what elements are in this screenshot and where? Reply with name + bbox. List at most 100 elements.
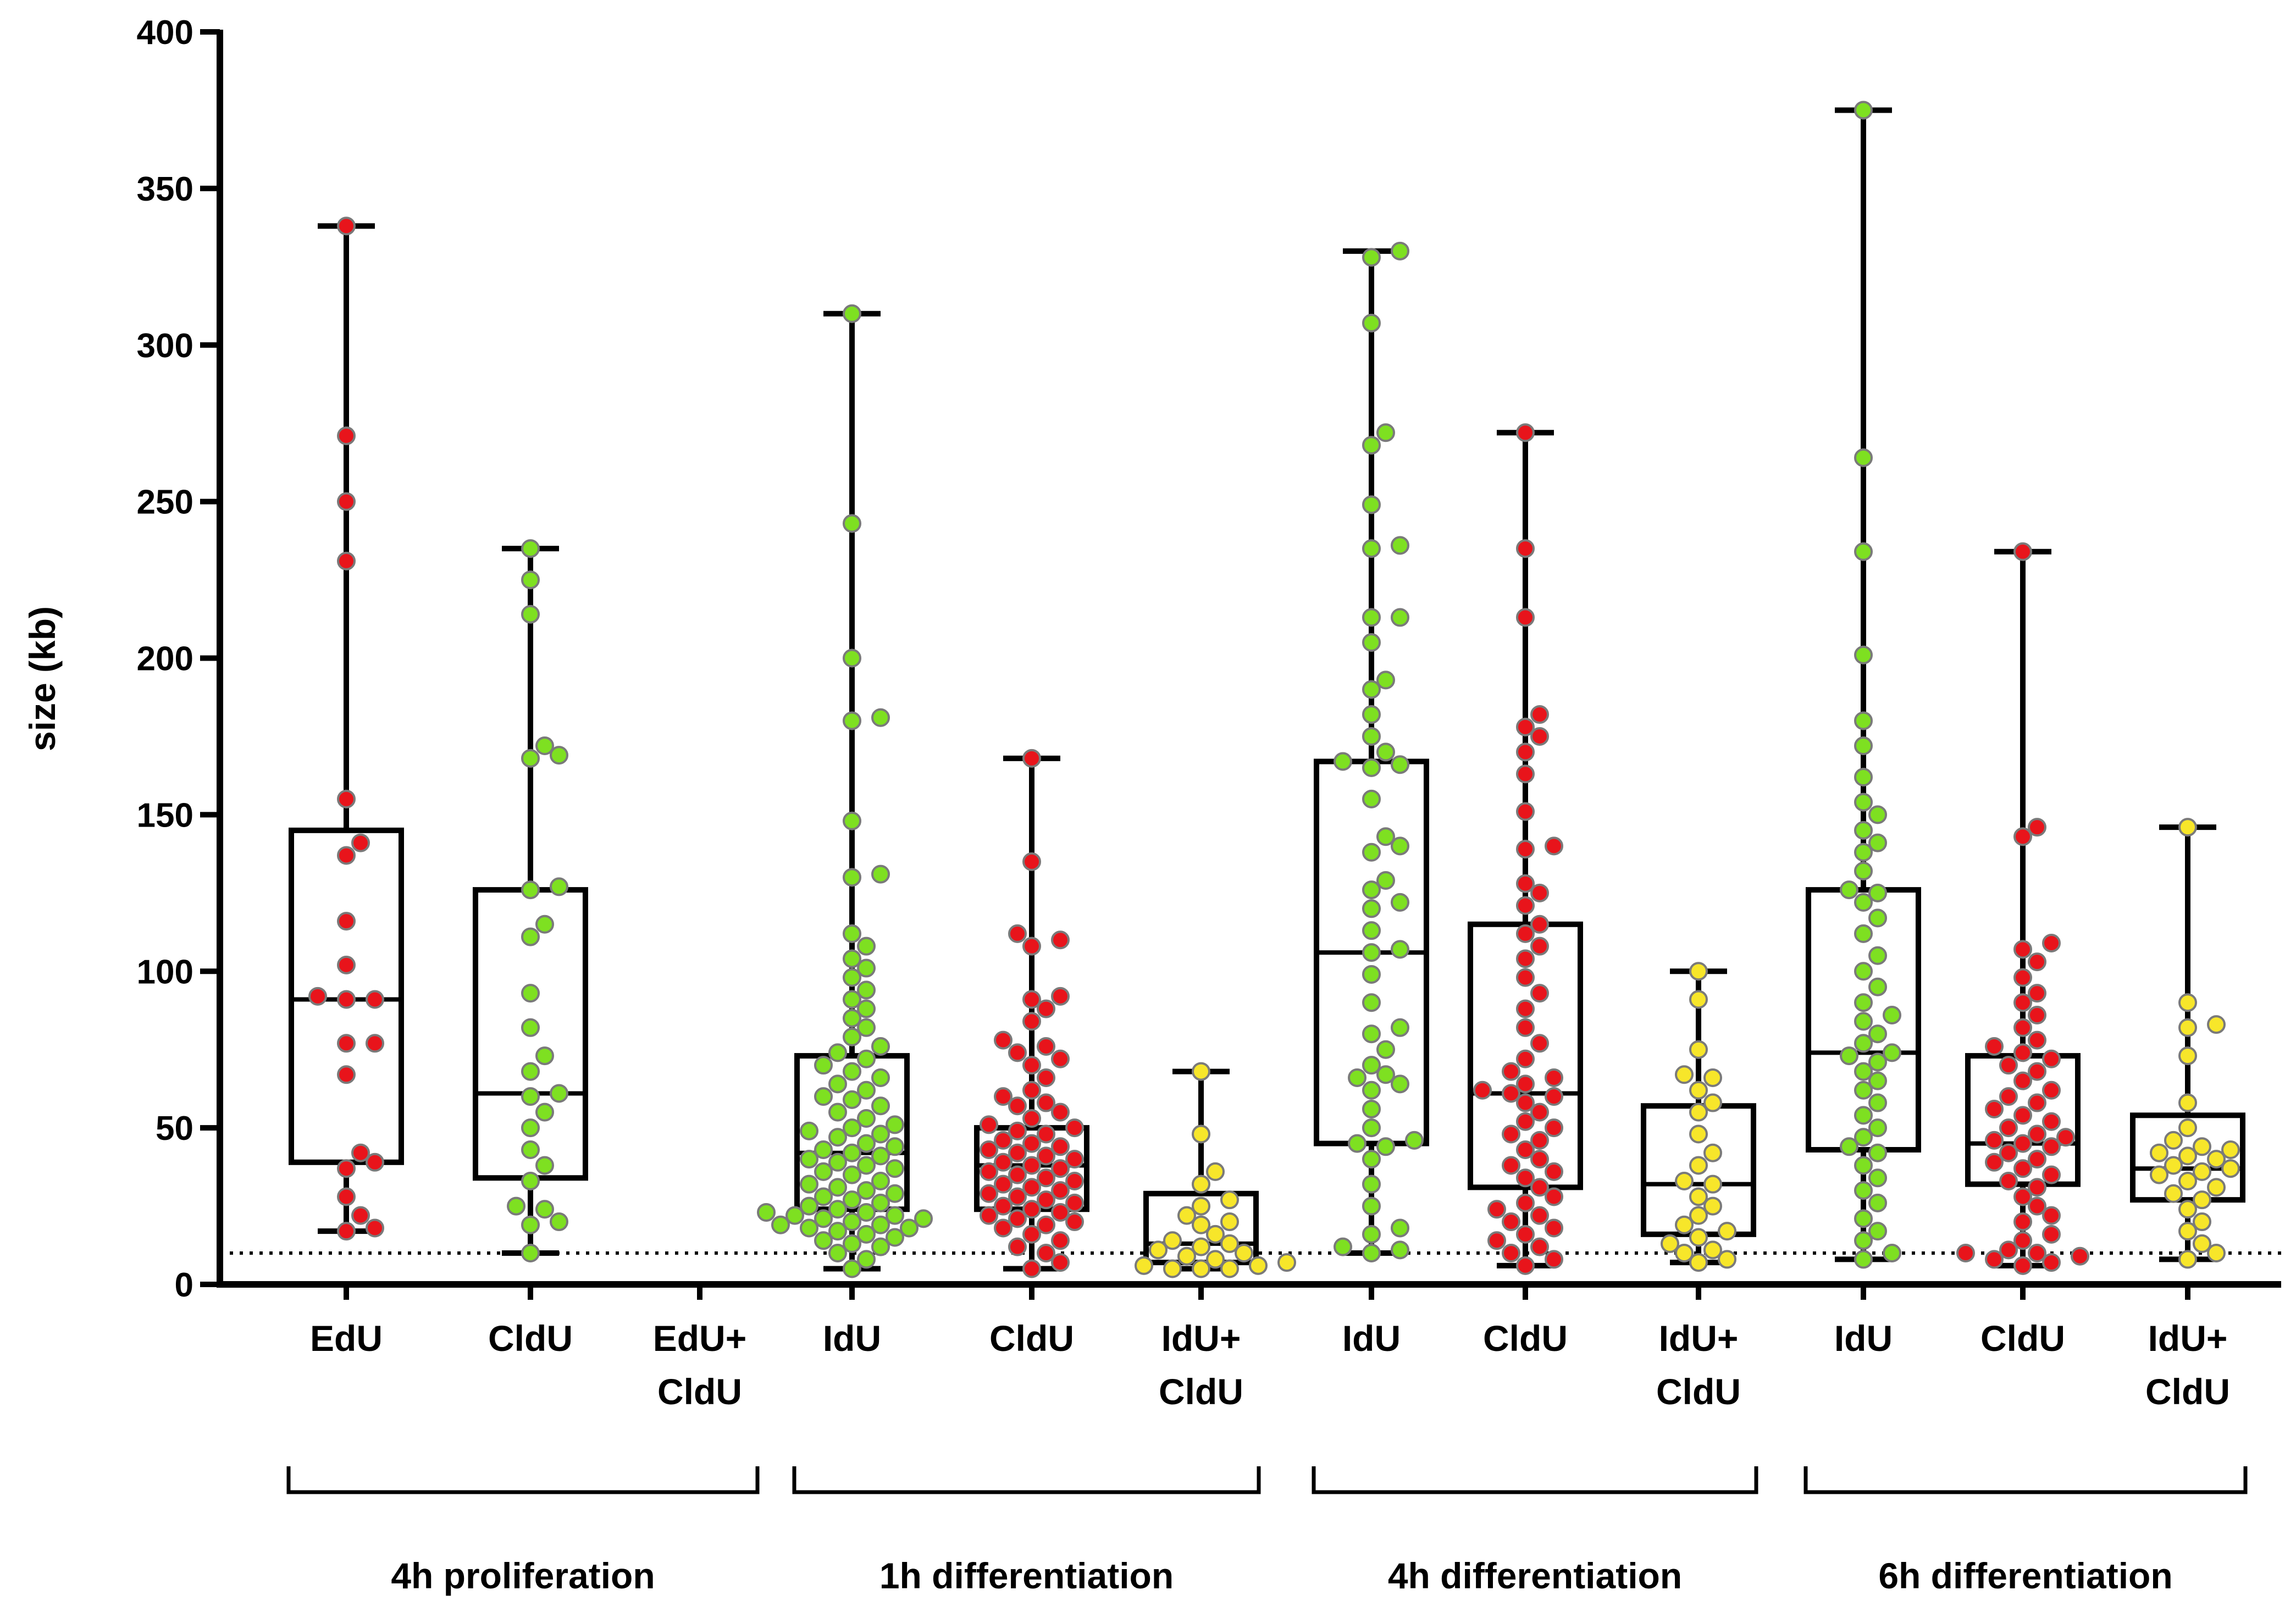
data-point — [843, 1190, 861, 1210]
data-point — [1689, 1253, 1708, 1272]
data-point — [2028, 1062, 2046, 1081]
data-point — [1868, 1071, 1887, 1090]
data-point — [843, 1009, 861, 1028]
data-point — [1022, 1224, 1041, 1244]
data-point — [843, 304, 861, 323]
data-point — [1220, 1259, 1239, 1278]
data-point — [2178, 1171, 2197, 1190]
data-point — [1206, 1224, 1225, 1244]
x-category-label: CldU — [1656, 1371, 1741, 1412]
data-point — [2150, 1165, 2168, 1184]
data-point — [1008, 1096, 1027, 1116]
data-point — [843, 1234, 861, 1253]
group-bracket — [286, 1466, 760, 1494]
data-point — [337, 990, 356, 1009]
data-point — [1868, 883, 1887, 902]
data-point — [1065, 1171, 1084, 1190]
data-point — [1037, 1215, 1055, 1234]
data-point — [1008, 1043, 1027, 1062]
data-point — [843, 990, 861, 1009]
data-point — [1022, 990, 1041, 1009]
data-point — [2042, 1206, 2061, 1225]
data-point — [1051, 987, 1070, 1006]
data-point — [1220, 1212, 1239, 1232]
data-point — [1854, 1250, 1873, 1269]
data-point — [1689, 1124, 1708, 1144]
data-point — [1206, 1162, 1225, 1181]
data-point — [1675, 1215, 1694, 1234]
data-point — [1854, 821, 1873, 840]
data-point — [1391, 608, 1409, 627]
data-point — [1391, 1240, 1409, 1260]
data-point — [1530, 915, 1549, 934]
data-point — [1487, 1200, 1506, 1219]
data-point — [1362, 1150, 1381, 1169]
data-point — [1008, 1143, 1027, 1162]
data-point — [1854, 1034, 1873, 1053]
data-point — [337, 551, 356, 570]
data-point — [1362, 899, 1381, 918]
data-point — [1516, 742, 1535, 762]
data-point — [1051, 1253, 1070, 1272]
data-point — [521, 1215, 540, 1234]
data-point — [1530, 727, 1549, 746]
data-point — [521, 570, 540, 590]
data-point — [1334, 1237, 1352, 1256]
data-point — [828, 1102, 847, 1122]
data-point — [1376, 827, 1395, 846]
data-point — [1516, 423, 1535, 442]
data-point — [1405, 1131, 1424, 1150]
data-point — [1516, 949, 1535, 968]
data-point — [843, 1259, 861, 1278]
data-point — [1008, 1165, 1027, 1184]
data-point — [2042, 1165, 2061, 1184]
data-point — [521, 1062, 540, 1081]
data-point — [1391, 893, 1409, 912]
data-point — [1192, 1237, 1210, 1256]
data-point — [2042, 1224, 2061, 1244]
data-point — [2056, 1128, 2075, 1147]
data-point — [1703, 1196, 1722, 1216]
data-point — [1008, 1121, 1027, 1140]
data-point — [1868, 805, 1887, 824]
data-point — [871, 1171, 890, 1190]
data-point — [843, 924, 861, 943]
data-point — [2193, 1190, 2211, 1210]
data-point — [1362, 705, 1381, 724]
data-point — [1516, 608, 1535, 627]
data-point — [1689, 1040, 1708, 1059]
data-point — [2028, 1150, 2046, 1169]
data-point — [2013, 1134, 2032, 1153]
data-point — [1192, 1174, 1210, 1194]
data-point — [994, 1152, 1013, 1172]
data-point — [1516, 1140, 1535, 1160]
data-point — [757, 1203, 776, 1222]
data-point — [843, 949, 861, 968]
x-category-label: CldU — [1159, 1371, 1243, 1412]
data-point — [1956, 1244, 1975, 1263]
data-point — [521, 1118, 540, 1138]
data-point — [2013, 940, 2032, 959]
data-point — [2013, 1043, 2032, 1062]
data-point — [2028, 1196, 2046, 1216]
data-point — [2013, 1018, 2032, 1037]
data-point — [1999, 1240, 2018, 1260]
data-point — [1545, 1118, 1563, 1138]
data-point — [886, 1206, 904, 1225]
data-point — [1530, 984, 1549, 1003]
data-point — [1854, 711, 1873, 730]
data-point — [1516, 764, 1535, 784]
data-point — [1376, 1065, 1395, 1084]
group-label: 6h differentiation — [1878, 1555, 2172, 1596]
data-point — [2013, 968, 2032, 987]
data-point — [1022, 1056, 1041, 1075]
data-point — [994, 1196, 1013, 1216]
data-point — [2042, 933, 2061, 952]
data-point — [1530, 1131, 1549, 1150]
data-point — [1051, 1159, 1070, 1178]
data-point — [550, 1084, 568, 1103]
x-category-label: EdU+ — [653, 1318, 747, 1359]
data-point — [871, 1037, 890, 1056]
data-point — [1689, 962, 1708, 981]
data-point — [1840, 1137, 1858, 1156]
